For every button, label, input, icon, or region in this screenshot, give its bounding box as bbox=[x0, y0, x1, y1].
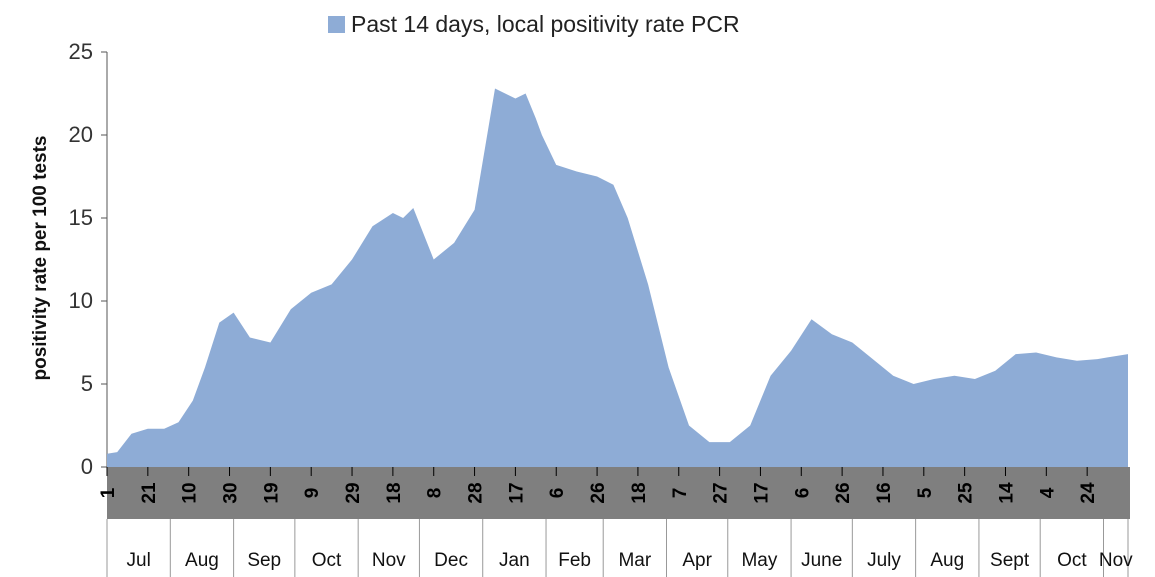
month-label: Nov bbox=[372, 550, 406, 571]
y-tick-label: 25 bbox=[69, 39, 93, 64]
x-tick-label: 18 bbox=[629, 482, 650, 503]
legend: Past 14 days, local positivity rate PCR bbox=[328, 11, 740, 37]
x-tick-label: 29 bbox=[343, 482, 364, 503]
x-tick-label: 26 bbox=[833, 482, 854, 503]
x-tick-label: 24 bbox=[1078, 482, 1099, 504]
x-tick-label: 9 bbox=[302, 488, 323, 499]
x-tick-label: 4 bbox=[1037, 487, 1058, 498]
y-tick-label: 20 bbox=[69, 122, 93, 147]
month-row: Jul Aug Sep Oct Nov Dec Jan Feb Mar Apr May June Jul… bbox=[106, 519, 1133, 577]
month-label: Dec bbox=[434, 550, 468, 571]
month-label: Oct bbox=[312, 550, 342, 571]
month-label: Aug bbox=[185, 550, 219, 571]
legend-label: Past 14 days, local positivity rate PCR bbox=[351, 11, 740, 37]
x-tick-label: 6 bbox=[792, 488, 813, 499]
y-tick-label: 10 bbox=[69, 288, 93, 313]
y-axis-label: positivity rate per 100 tests bbox=[30, 136, 51, 381]
x-tick-label: 14 bbox=[996, 482, 1017, 504]
x-tick-label: 1 bbox=[98, 487, 119, 498]
month-label: Mar bbox=[618, 550, 651, 571]
month-label: Feb bbox=[558, 550, 591, 571]
month-label: Jul bbox=[127, 550, 151, 571]
month-label: Jan bbox=[499, 550, 530, 571]
x-tick-label: 8 bbox=[425, 488, 446, 499]
month-label: May bbox=[741, 550, 777, 571]
x-tick-label: 27 bbox=[711, 482, 732, 503]
month-label: Sept bbox=[990, 550, 1030, 571]
x-tick-label: 19 bbox=[261, 482, 282, 503]
month-label: Nov bbox=[1099, 550, 1133, 571]
y-tick-label: 0 bbox=[81, 454, 93, 479]
month-label: Apr bbox=[682, 550, 712, 571]
x-tick-label: 17 bbox=[751, 482, 772, 503]
x-tick-label: 30 bbox=[221, 482, 242, 503]
x-tick-label: 18 bbox=[384, 482, 405, 503]
month-label: June bbox=[801, 550, 842, 571]
x-tick-label: 10 bbox=[180, 482, 201, 503]
y-ticks: 0 5 10 15 20 25 bbox=[69, 39, 107, 479]
y-tick-label: 5 bbox=[81, 371, 93, 396]
x-tick-label: 28 bbox=[466, 482, 487, 503]
y-tick-label: 15 bbox=[69, 205, 93, 230]
x-tick-label: 16 bbox=[874, 482, 895, 503]
x-tick-label: 17 bbox=[506, 482, 527, 503]
plot-area bbox=[107, 88, 1128, 467]
x-tick-label: 7 bbox=[670, 488, 691, 499]
month-label: Sep bbox=[247, 550, 281, 571]
x-tick-label: 6 bbox=[547, 488, 568, 499]
month-label: July bbox=[867, 550, 901, 571]
x-axis-band bbox=[107, 467, 1130, 519]
series-area bbox=[107, 88, 1128, 467]
x-tick-label: 5 bbox=[915, 487, 936, 498]
x-tick-label: 26 bbox=[588, 482, 609, 503]
x-ticks: 1 21 10 30 19 9 29 18 8 28 17 6 26 18 7 27 17 6 26 16 5 25 14 4… bbox=[98, 467, 1099, 504]
month-label: Oct bbox=[1057, 550, 1087, 571]
month-label: Aug bbox=[930, 550, 964, 571]
legend-swatch bbox=[328, 16, 345, 33]
x-tick-label: 25 bbox=[956, 482, 977, 504]
x-tick-label: 21 bbox=[139, 482, 160, 504]
